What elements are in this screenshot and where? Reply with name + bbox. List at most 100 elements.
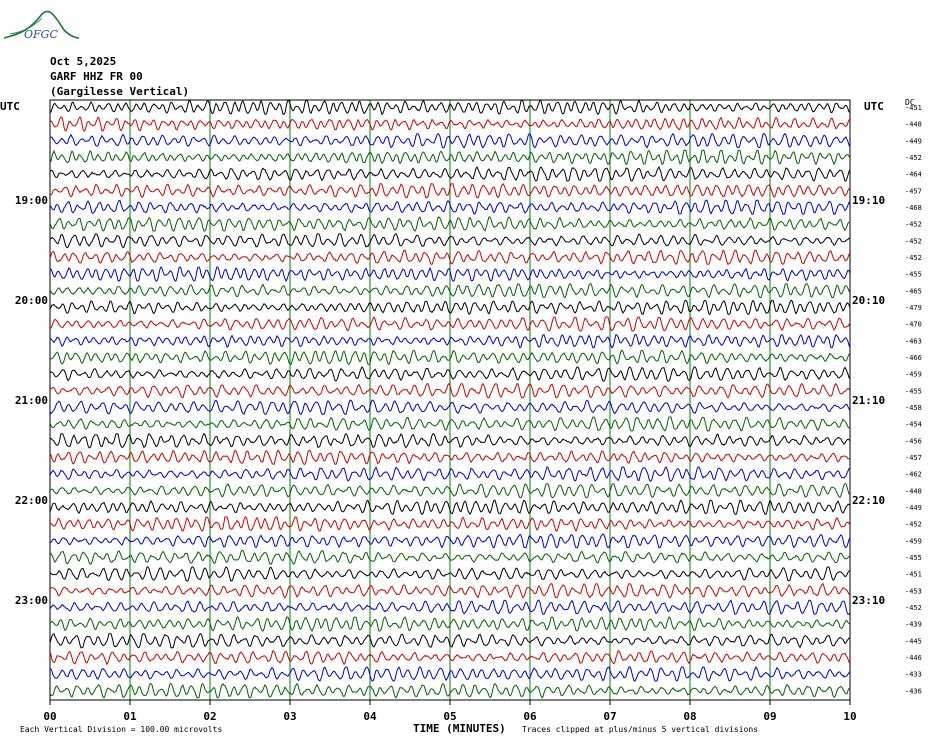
seismic-trace	[49, 499, 851, 516]
left-axis-title: UTC	[0, 100, 20, 113]
right-axis-title: UTC	[864, 100, 884, 113]
dc-offset-label: -445	[905, 637, 922, 645]
seismic-trace	[49, 132, 851, 149]
dc-offset-label: -462	[905, 471, 922, 479]
seismic-trace	[49, 349, 851, 366]
dc-offset-label: -457	[905, 454, 922, 462]
seismic-trace	[49, 149, 851, 166]
seismic-trace	[49, 516, 851, 532]
seismic-trace	[49, 366, 851, 382]
dc-offset-label: -439	[905, 621, 922, 629]
seismic-trace	[49, 466, 851, 482]
seismic-trace	[49, 282, 851, 299]
x-tick-label: 05	[443, 710, 456, 723]
dc-offset-label: -457	[905, 187, 922, 195]
seismic-trace	[49, 216, 851, 232]
seismic-trace	[49, 599, 851, 615]
dc-offset-label: -448	[905, 487, 922, 495]
dc-offset-label: -459	[905, 371, 922, 379]
dc-offset-label: -455	[905, 271, 922, 279]
dc-offset-label: -455	[905, 387, 922, 395]
ofgc-logo: OFGC	[2, 4, 80, 44]
header-date: Oct 5,2025	[50, 55, 117, 68]
dc-offset-label: -466	[905, 354, 922, 362]
dc-offset-label: -470	[905, 321, 922, 329]
left-hour-label: 19:00	[15, 194, 48, 207]
dc-offset-label: -452	[905, 254, 922, 262]
seismic-trace	[49, 416, 851, 432]
right-hour-label: 23:10	[852, 594, 885, 607]
dc-offset-label: -464	[905, 171, 922, 179]
dc-offset-label: -449	[905, 504, 922, 512]
right-hour-label: 21:10	[852, 394, 885, 407]
dc-offset-label: -452	[905, 154, 922, 162]
right-hour-label: 19:10	[852, 194, 885, 207]
seismic-trace	[49, 566, 851, 582]
seismic-trace	[49, 649, 851, 666]
seismic-trace	[49, 533, 851, 549]
clip-note: Traces clipped at plus/minus 5 vertical …	[522, 725, 759, 734]
seismic-trace	[49, 549, 851, 565]
dc-offset-label: -455	[905, 554, 922, 562]
seismic-trace	[49, 449, 851, 465]
dc-offset-label: -433	[905, 671, 922, 679]
seismic-trace	[49, 316, 851, 332]
dc-label: DC	[905, 98, 915, 107]
seismic-trace	[49, 182, 851, 199]
dc-offset-label: -448	[905, 121, 922, 129]
dc-offset-label: -451	[905, 571, 922, 579]
right-hour-label: 20:10	[852, 294, 885, 307]
seismic-trace	[49, 633, 851, 649]
scale-note: Each Vertical Division = 100.00 microvol…	[20, 725, 223, 734]
x-tick-label: 10	[843, 710, 856, 723]
seismic-trace	[49, 382, 851, 399]
dc-offset-label: -452	[905, 221, 922, 229]
left-hour-label: 23:00	[15, 594, 48, 607]
dc-offset-label: -456	[905, 437, 922, 445]
x-tick-label: 04	[363, 710, 377, 723]
seismic-trace	[49, 116, 851, 132]
seismic-trace	[49, 299, 851, 316]
dc-offset-label: -459	[905, 537, 922, 545]
dc-offset-label: -458	[905, 404, 922, 412]
x-tick-label: 09	[763, 710, 776, 723]
dc-offset-label: -454	[905, 421, 922, 429]
x-tick-label: 08	[683, 710, 696, 723]
seismic-trace	[49, 199, 851, 215]
dc-offset-label: -465	[905, 287, 922, 295]
left-hour-label: 21:00	[15, 394, 48, 407]
seismic-trace	[49, 665, 851, 682]
seismic-trace	[49, 616, 851, 632]
x-tick-label: 06	[523, 710, 537, 723]
seismic-trace	[49, 399, 851, 415]
seismic-trace	[49, 432, 851, 449]
dc-offset-label: -451	[905, 104, 922, 112]
dc-offset-label: -452	[905, 237, 922, 245]
x-tick-label: 00	[43, 710, 56, 723]
dc-offset-label: -449	[905, 137, 922, 145]
dc-offset-label: -446	[905, 654, 922, 662]
dc-offset-label: -453	[905, 587, 922, 595]
right-hour-label: 22:10	[852, 494, 885, 507]
dc-offset-label: -436	[905, 687, 922, 695]
ofgc-logo-icon	[3, 10, 80, 39]
header-location: (Gargilesse Vertical)	[50, 85, 190, 98]
seismic-trace	[49, 333, 851, 349]
logo-text: OFGC	[24, 28, 58, 41]
seismic-trace	[50, 483, 851, 499]
dc-offset-label: -463	[905, 337, 922, 345]
dc-offset-label: -452	[905, 521, 922, 529]
seismic-trace	[49, 682, 851, 699]
seismic-trace	[49, 165, 851, 182]
dc-offset-label: -468	[905, 204, 922, 212]
seismic-trace	[49, 232, 851, 249]
x-axis-label: TIME (MINUTES)	[413, 722, 506, 735]
seismic-trace	[49, 249, 851, 266]
x-tick-label: 07	[603, 710, 616, 723]
x-tick-label: 03	[283, 710, 296, 723]
seismic-trace	[49, 266, 851, 282]
seismic-trace	[49, 582, 851, 599]
x-tick-label: 01	[123, 710, 137, 723]
seismic-trace	[49, 99, 851, 116]
